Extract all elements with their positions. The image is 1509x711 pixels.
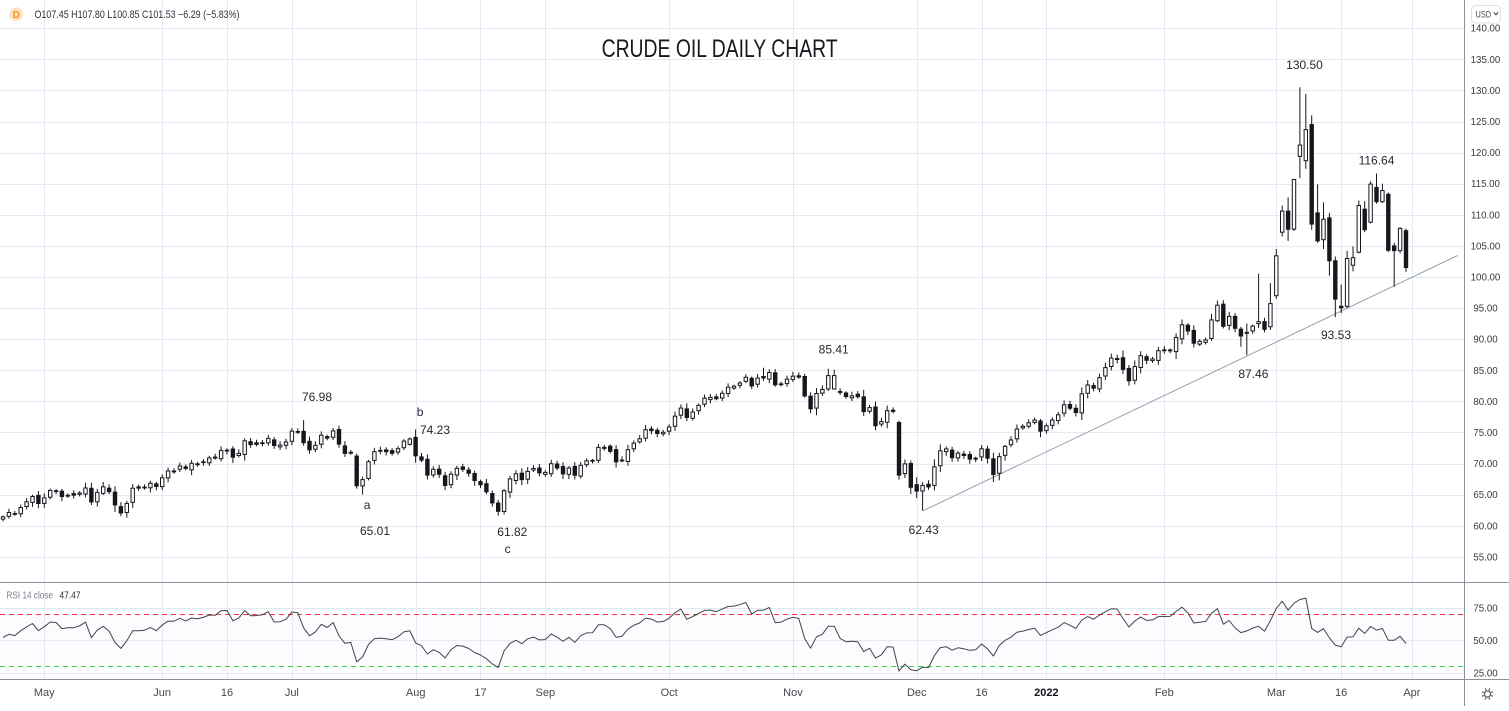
svg-text:93.53: 93.53	[1321, 328, 1351, 342]
svg-text:b: b	[417, 405, 424, 419]
svg-text:80.00: 80.00	[1473, 397, 1498, 408]
svg-text:47.47: 47.47	[60, 591, 81, 602]
svg-text:110.00: 110.00	[1471, 210, 1501, 221]
svg-text:May: May	[34, 687, 55, 699]
svg-text:16: 16	[1335, 687, 1347, 699]
svg-text:Dec: Dec	[907, 687, 927, 699]
svg-text:Mar: Mar	[1267, 687, 1286, 699]
svg-text:130.50: 130.50	[1286, 58, 1323, 72]
svg-text:Aug: Aug	[406, 687, 426, 699]
svg-text:115.00: 115.00	[1471, 179, 1501, 190]
svg-text:16: 16	[221, 687, 233, 699]
svg-text:75.00: 75.00	[1473, 604, 1498, 615]
svg-text:95.00: 95.00	[1473, 304, 1498, 315]
svg-text:Nov: Nov	[783, 687, 803, 699]
svg-text:125.00: 125.00	[1471, 117, 1501, 128]
svg-text:55.00: 55.00	[1473, 552, 1498, 563]
svg-text:75.00: 75.00	[1473, 428, 1498, 439]
svg-text:Oct: Oct	[661, 687, 678, 699]
svg-text:Jun: Jun	[153, 687, 171, 699]
svg-text:17: 17	[474, 687, 486, 699]
svg-text:2022: 2022	[1034, 687, 1058, 699]
svg-text:61.82: 61.82	[497, 525, 527, 539]
svg-text:CRUDE OIL DAILY CHART: CRUDE OIL DAILY CHART	[602, 35, 838, 63]
svg-text:116.64: 116.64	[1359, 153, 1395, 167]
svg-text:74.23: 74.23	[420, 423, 450, 437]
svg-text:Sep: Sep	[536, 687, 556, 699]
svg-text:Jul: Jul	[285, 687, 299, 699]
svg-text:130.00: 130.00	[1471, 86, 1501, 97]
svg-text:100.00: 100.00	[1471, 273, 1501, 284]
svg-text:c: c	[505, 542, 511, 556]
svg-text:RSI 14 close: RSI 14 close	[7, 591, 54, 602]
svg-text:D: D	[13, 10, 20, 21]
svg-text:25.00: 25.00	[1473, 669, 1498, 680]
svg-text:USD: USD	[1476, 9, 1492, 19]
svg-text:140.00: 140.00	[1471, 24, 1501, 35]
svg-text:65.01: 65.01	[360, 524, 390, 538]
svg-text:85.00: 85.00	[1473, 366, 1498, 377]
svg-text:62.43: 62.43	[909, 523, 939, 537]
svg-text:Feb: Feb	[1155, 687, 1174, 699]
svg-text:65.00: 65.00	[1473, 490, 1498, 501]
svg-text:O107.45 H107.80 L100.85 C101.5: O107.45 H107.80 L100.85 C101.53 −6.29 (−…	[35, 9, 240, 21]
svg-text:135.00: 135.00	[1471, 55, 1501, 66]
svg-text:85.41: 85.41	[819, 343, 849, 357]
svg-text:16: 16	[975, 687, 987, 699]
svg-text:90.00: 90.00	[1473, 335, 1498, 346]
svg-text:105.00: 105.00	[1471, 241, 1501, 252]
svg-text:76.98: 76.98	[302, 390, 332, 404]
svg-text:87.46: 87.46	[1238, 367, 1268, 381]
svg-text:60.00: 60.00	[1473, 521, 1498, 532]
svg-text:50.00: 50.00	[1473, 636, 1498, 647]
svg-text:120.00: 120.00	[1471, 148, 1501, 159]
svg-text:Apr: Apr	[1403, 687, 1420, 699]
svg-text:70.00: 70.00	[1473, 459, 1498, 470]
svg-text:a: a	[364, 498, 371, 512]
